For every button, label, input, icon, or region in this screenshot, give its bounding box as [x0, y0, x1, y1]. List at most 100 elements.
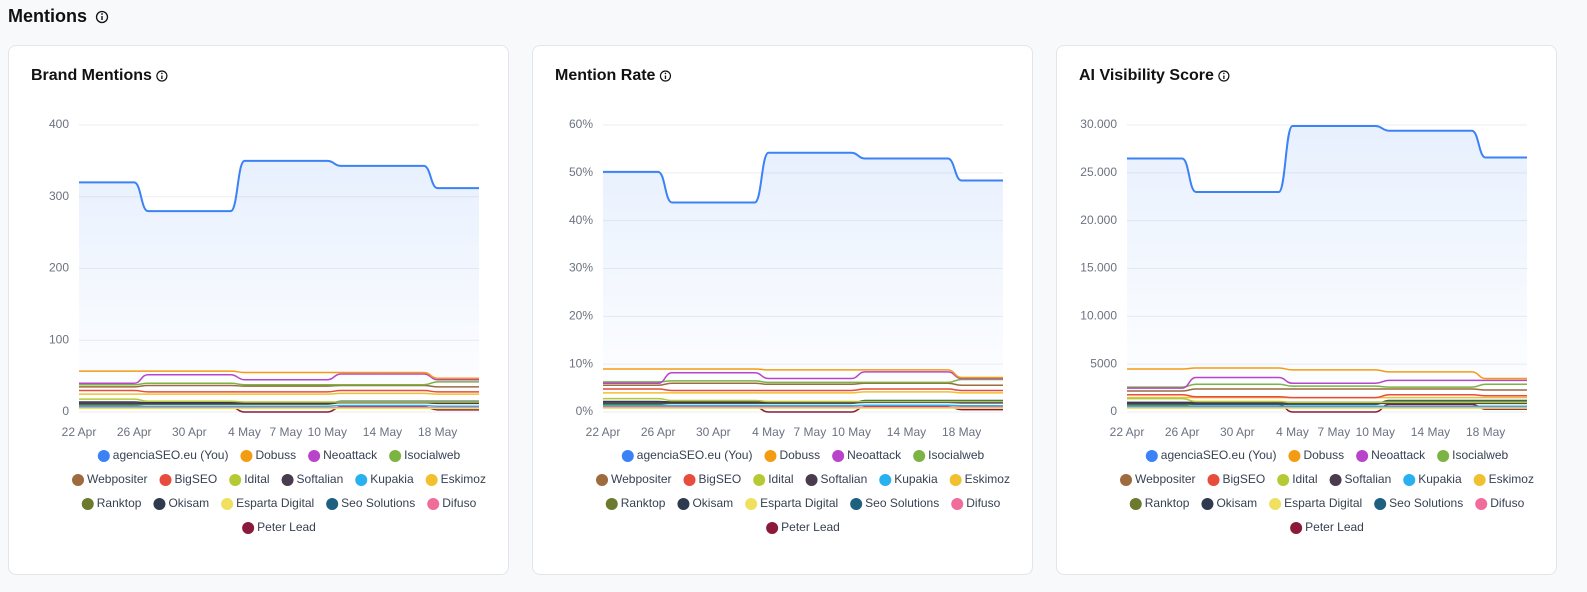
- legend-item[interactable]: Okisam: [677, 496, 733, 510]
- legend-item[interactable]: Webpositer: [1120, 472, 1196, 486]
- info-icon[interactable]: [659, 70, 672, 82]
- legend-item[interactable]: Eskimoz: [425, 472, 486, 486]
- series-line: [1127, 376, 1527, 389]
- legend-row: agenciaSEO.eu (You) Dobuss Neoattack Isocia…: [621, 448, 985, 462]
- y-tick-label: 10.000: [1080, 309, 1117, 323]
- legend-swatch: [1437, 450, 1450, 462]
- chart-title: Mention Rate: [555, 67, 656, 84]
- legend-label: Webpositer: [611, 472, 671, 486]
- legend-item[interactable]: Esparta Digital: [745, 496, 838, 510]
- x-tick-label: 4 May: [752, 425, 785, 439]
- legend-swatch: [1277, 474, 1290, 486]
- legend-label: agenciaSEO.eu (You): [637, 448, 753, 462]
- chart-card: Mention Rate 0% 10% 20% 30% 40% 50% 60% 22 Apr 26…: [532, 45, 1033, 575]
- legend-item[interactable]: BigSEO: [1207, 472, 1266, 486]
- legend-item[interactable]: Kupakia: [879, 472, 938, 486]
- legend-swatch: [1473, 474, 1486, 486]
- legend-item[interactable]: Peter Lead: [1290, 520, 1364, 534]
- series-line: [603, 151, 1003, 204]
- info-icon[interactable]: [1218, 70, 1230, 82]
- legend-item[interactable]: Neoattack: [308, 448, 378, 462]
- legend-item[interactable]: Esparta Digital: [1269, 496, 1362, 510]
- legend-item[interactable]: Ranktop: [605, 496, 666, 510]
- legend-swatch: [764, 450, 777, 462]
- legend-item[interactable]: Eskimoz: [1473, 472, 1534, 486]
- legend-label: Esparta Digital: [760, 496, 838, 510]
- legend-item[interactable]: Seo Solutions: [326, 496, 415, 510]
- legend-item[interactable]: Kupakia: [1403, 472, 1462, 486]
- legend-item[interactable]: Eskimoz: [949, 472, 1010, 486]
- legend-label: Neoattack: [847, 448, 902, 462]
- legend-item[interactable]: Isocialweb: [913, 448, 985, 462]
- legend-label: BigSEO: [175, 472, 218, 486]
- area: [79, 160, 479, 412]
- legend-row: Ranktop Okisam Esparta Digital Seo Solution…: [1129, 496, 1525, 510]
- legend-item[interactable]: Kupakia: [355, 472, 414, 486]
- legend-swatch: [427, 498, 440, 510]
- legend-swatch: [677, 498, 690, 510]
- legend-label: Webpositer: [87, 472, 147, 486]
- legend-item[interactable]: agenciaSEO.eu (You): [621, 448, 753, 462]
- legend-item[interactable]: agenciaSEO.eu (You): [97, 448, 229, 462]
- y-tick-label: 25.000: [1080, 165, 1117, 179]
- info-icon[interactable]: [156, 70, 168, 82]
- chart-card: AI Visibility Score 0 5000 10.000 15.000 20.0…: [1056, 45, 1557, 575]
- legend-label: Isocialweb: [928, 448, 984, 462]
- legend-item[interactable]: Okisam: [1201, 496, 1257, 510]
- legend-swatch: [596, 474, 609, 486]
- legend-item[interactable]: Softalian: [805, 472, 868, 486]
- section-header: Mentions: [8, 6, 109, 27]
- legend-item[interactable]: Isocialweb: [389, 448, 461, 462]
- legend-item[interactable]: Peter Lead: [766, 520, 840, 534]
- legend-item[interactable]: Webpositer: [72, 472, 148, 486]
- x-tick-label: 10 May: [308, 425, 347, 439]
- legend-item[interactable]: Difuso: [1475, 496, 1525, 510]
- legend-item[interactable]: Isocialweb: [1437, 448, 1509, 462]
- y-tick-label: 10%: [569, 356, 593, 370]
- legend-item[interactable]: Webpositer: [596, 472, 672, 486]
- legend-item[interactable]: Okisam: [153, 496, 209, 510]
- legend-item[interactable]: agenciaSEO.eu (You): [1145, 448, 1277, 462]
- legend-item[interactable]: Seo Solutions: [1374, 496, 1463, 510]
- legend-label: BigSEO: [1223, 472, 1266, 486]
- legend-item[interactable]: Softalian: [1329, 472, 1392, 486]
- legend-label: agenciaSEO.eu (You): [1161, 448, 1277, 462]
- legend-row: Webpositer BigSEO Idital Softalian Kupakia Es…: [1120, 472, 1534, 486]
- legend-item[interactable]: BigSEO: [683, 472, 742, 486]
- chart: AI Visibility Score 0 5000 10.000 15.000 20.0…: [1079, 67, 1534, 534]
- legend-item[interactable]: Neoattack: [832, 448, 902, 462]
- legend-swatch: [832, 450, 845, 462]
- info-icon-ring: [659, 70, 672, 82]
- legend-item[interactable]: Difuso: [951, 496, 1001, 510]
- legend-item[interactable]: Seo Solutions: [850, 496, 939, 510]
- legend-item[interactable]: BigSEO: [159, 472, 218, 486]
- info-icon[interactable]: [95, 10, 109, 24]
- legend-item[interactable]: Ranktop: [1129, 496, 1190, 510]
- legend-item[interactable]: Softalian: [281, 472, 344, 486]
- legend-label: Eskimoz: [441, 472, 486, 486]
- legend-item[interactable]: Idital: [753, 472, 794, 486]
- legend-swatch: [753, 474, 766, 486]
- legend-item[interactable]: Dobuss: [764, 448, 820, 462]
- legend-item[interactable]: Ranktop: [81, 496, 142, 510]
- legend-item[interactable]: Esparta Digital: [221, 496, 314, 510]
- legend-swatch: [240, 450, 253, 462]
- legend-label: Difuso: [1490, 496, 1524, 510]
- legend-item[interactable]: Peter Lead: [242, 520, 316, 534]
- legend-item[interactable]: Neoattack: [1356, 448, 1426, 462]
- legend-item[interactable]: Idital: [1277, 472, 1318, 486]
- legend-swatch: [1374, 498, 1387, 510]
- legend-row: agenciaSEO.eu (You) Dobuss Neoattack Isocia…: [97, 448, 461, 462]
- legend-swatch: [229, 474, 242, 486]
- y-tick-label: 400: [49, 117, 69, 131]
- legend-row: Peter Lead: [242, 520, 316, 534]
- legend-item[interactable]: Dobuss: [240, 448, 296, 462]
- legend-swatch: [951, 498, 964, 510]
- y-tick-label: 0: [62, 404, 69, 418]
- legend-item[interactable]: Difuso: [427, 496, 477, 510]
- legend-swatch: [1120, 474, 1133, 486]
- x-tick-label: 7 May: [794, 425, 827, 439]
- legend-item[interactable]: Dobuss: [1288, 448, 1344, 462]
- legend-item[interactable]: Idital: [229, 472, 270, 486]
- x-tick-label: 14 May: [363, 425, 402, 439]
